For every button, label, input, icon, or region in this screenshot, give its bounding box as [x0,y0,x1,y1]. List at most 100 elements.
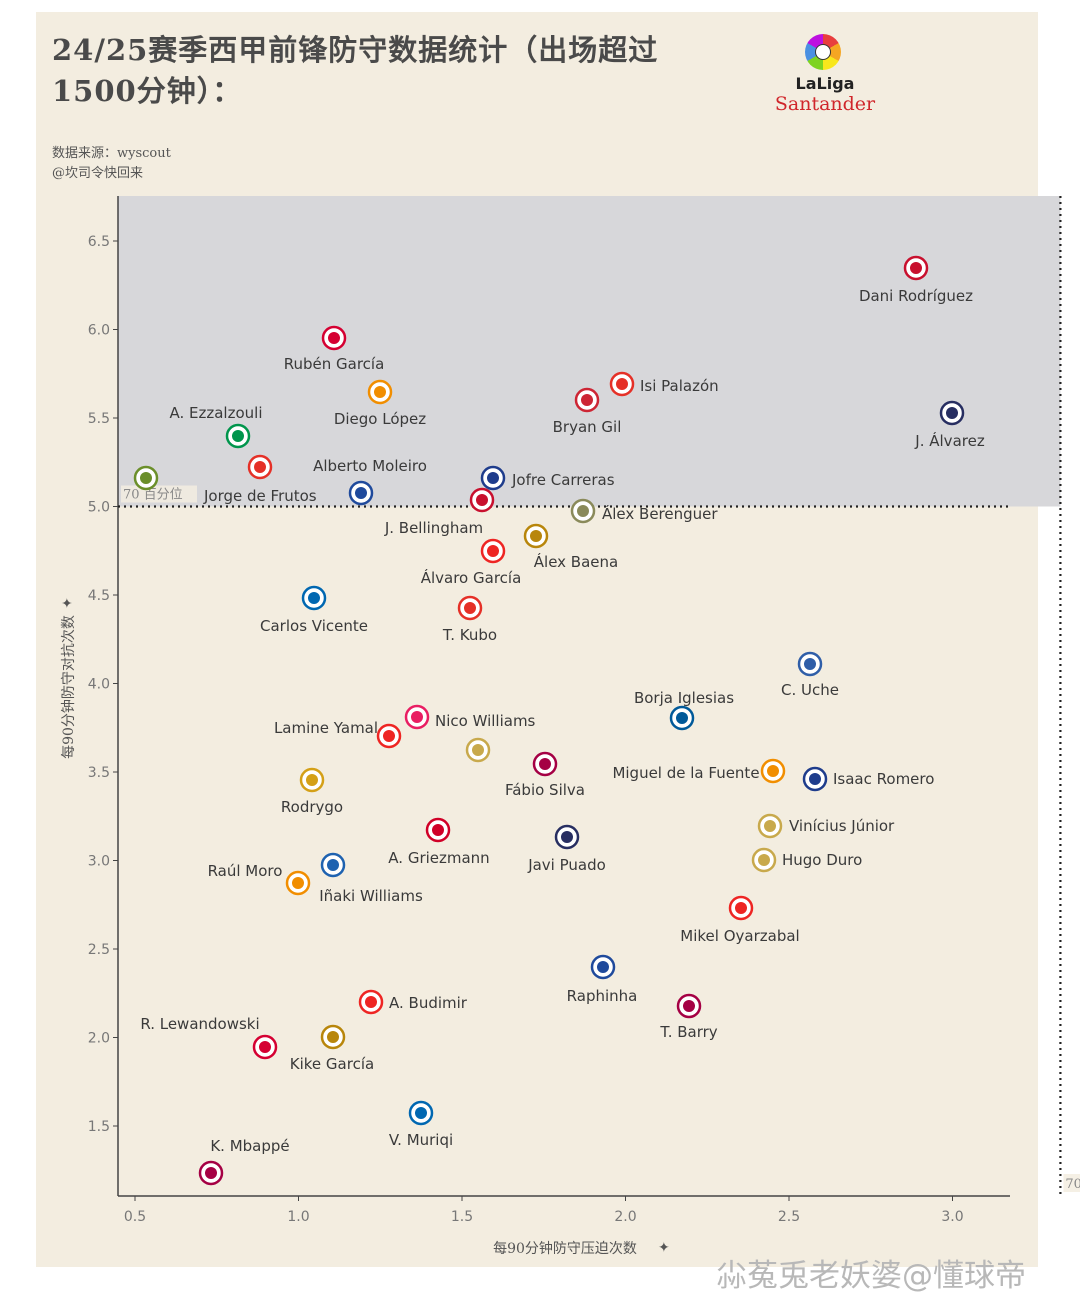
player-label: Lamine Yamal [274,719,378,737]
player-label: Isaac Romero [833,770,934,788]
club-crest-icon [676,993,702,1019]
x-tick-label: 3.0 [941,1209,963,1225]
player-label: Isi Palazón [640,377,719,395]
club-crest-icon [198,1160,224,1186]
x-tick-label: 2.5 [778,1209,800,1225]
player-label: Mikel Oyarzabal [680,927,799,945]
player-label: T. Barry [659,1023,717,1041]
club-crest-icon [480,465,506,491]
laliga-logo: LaLiga Santander [760,34,900,124]
player-label: Fábio Silva [505,781,585,799]
club-crest-icon [570,498,596,524]
club-crest-icon [797,651,823,677]
player-label: Raphinha [567,987,638,1005]
data-source: 数据来源：wyscout @坎司令快回来 [52,144,171,184]
player-label: Iñaki Williams [319,887,423,905]
club-crest-icon [408,1100,434,1126]
player-label: R. Lewandowski [140,1015,259,1033]
club-crest-icon [802,766,828,792]
club-crest-icon [299,767,325,793]
player-label: K. Mbappé [210,1137,289,1155]
club-crest-icon [376,723,402,749]
y-tick-label: 5.0 [88,500,110,516]
club-crest-icon [404,704,430,730]
player-label: Álex Berenguer [602,504,718,523]
player-label: Nico Williams [435,712,536,730]
club-crest-icon [320,1024,346,1050]
reference-label-x: 70 百分位 [1065,1177,1080,1192]
y-tick-label: 4.5 [88,588,110,604]
y-tick-label: 3.5 [88,765,110,781]
y-tick-label: 6.0 [88,323,110,339]
player-label: Kike García [290,1055,374,1073]
player-label: Rodrygo [281,798,343,816]
y-tick-label: 2.5 [88,942,110,958]
x-tick-label: 1.0 [287,1209,309,1225]
y-tick-label: 6.5 [88,234,110,250]
player-label: Alberto Moleiro [313,457,427,475]
player-label: A. Ezzalzouli [169,404,262,422]
player-label: J. Álvarez [914,431,985,450]
y-tick-label: 1.5 [88,1119,110,1135]
y-tick-label: 2.0 [88,1031,110,1047]
x-axis-label: 每90分钟防守压迫次数 [493,1240,637,1257]
player-label: Álvaro García [421,568,522,587]
logo-sponsor: Santander [774,93,876,115]
club-crest-icon [457,595,483,621]
player-label: Álex Baena [534,552,618,571]
player-label: Jorge de Frutos [203,487,317,505]
player-label: A. Budimir [389,994,468,1012]
club-crest-icon [252,1034,278,1060]
player-label: V. Muriqi [389,1131,453,1149]
source-line: 数据来源：wyscout [52,146,171,161]
club-crest-icon [465,737,491,763]
club-crest-icon [133,465,159,491]
club-crest-icon [669,705,695,731]
player-label: A. Griezmann [388,849,489,867]
page-title: 24/25赛季西甲前锋防守数据统计（出场超过1500分钟）： [52,33,659,108]
y-tick-label: 5.5 [88,411,110,427]
club-crest-icon [348,480,374,506]
player-label: Dani Rodríguez [859,287,973,305]
player-label: Javi Puado [527,856,606,874]
player-label: C. Uche [781,681,839,699]
club-crest-icon [320,852,346,878]
club-crest-icon [903,255,929,281]
player-label: Jofre Carreras [511,471,615,489]
club-crest-icon [751,847,777,873]
logo-brand: LaLiga [795,74,855,93]
player-label: Diego López [334,410,426,428]
club-crest-icon [590,954,616,980]
reference-label-x-bg [1063,1174,1080,1192]
club-crest-icon [609,371,635,397]
club-crest-icon [285,870,311,896]
club-crest-icon [574,387,600,413]
y-tick-label: 4.0 [88,677,110,693]
club-crest-icon [532,751,558,777]
club-crest-icon [367,379,393,405]
club-crest-icon [321,325,347,351]
reference-label-y-bg [121,485,197,503]
x-axis-pin-icon: ✦ [658,1240,670,1256]
club-crest-icon [480,538,506,564]
club-crest-icon [757,813,783,839]
club-crest-icon [225,423,251,449]
club-crest-icon [760,758,786,784]
y-tick-label: 3.0 [88,854,110,870]
y-axis-label: 每90分钟防守对抗次数 [60,615,77,759]
player-label: Borja Iglesias [634,689,734,707]
player-label: T. Kubo [442,626,497,644]
player-label: Rubén García [284,355,385,373]
x-tick-label: 2.0 [614,1209,636,1225]
x-tick-label: 0.5 [124,1209,146,1225]
author-line: @坎司令快回来 [52,166,144,181]
x-tick-label: 1.5 [451,1209,473,1225]
player-label: Bryan Gil [553,418,622,436]
watermark: 尛菟兎老妖婆@懂球帝 [716,1258,1026,1294]
club-crest-icon [247,454,273,480]
y-axis-pin-icon: ✦ [60,597,76,609]
club-crest-icon [939,400,965,426]
quadrant-top-left [118,196,1061,507]
player-label: Miguel de la Fuente [612,764,759,782]
